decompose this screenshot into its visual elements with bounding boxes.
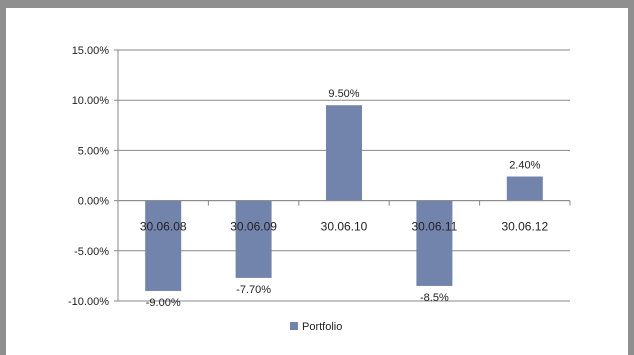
category-label: 30.06.10 <box>321 220 368 234</box>
bar-chart: 15.00% 10.00% 5.00% 0.00% -5.00% -10.00% 30.06… <box>68 45 571 333</box>
category-label: 30.06.12 <box>501 220 548 234</box>
y-tick-label: 0.00% <box>78 196 109 208</box>
bar <box>326 105 362 201</box>
data-label: 9.50% <box>328 88 359 100</box>
category-label: 30.06.11 <box>411 220 457 234</box>
y-tick-label: 10.00% <box>72 95 110 107</box>
category-label: 30.06.09 <box>230 220 277 234</box>
data-label: -7.70% <box>236 284 271 296</box>
data-label: 2.40% <box>509 160 540 172</box>
bar <box>145 200 182 291</box>
data-label: -9.00% <box>146 297 181 309</box>
y-tick-label: -5.00% <box>74 246 109 258</box>
bar <box>235 200 272 278</box>
legend-swatch <box>290 322 298 330</box>
legend-label: Portfolio <box>302 321 342 333</box>
y-tick-label: -10.00% <box>68 296 109 308</box>
category-label: 30.06.08 <box>140 220 187 234</box>
y-tick-label: 15.00% <box>72 45 110 57</box>
data-label: -8.5% <box>420 292 449 304</box>
chart-frame: 15.00% 10.00% 5.00% 0.00% -5.00% -10.00% 30.06… <box>6 8 628 355</box>
bar <box>506 176 543 201</box>
y-tick-label: 5.00% <box>78 145 109 157</box>
bar <box>416 200 453 286</box>
